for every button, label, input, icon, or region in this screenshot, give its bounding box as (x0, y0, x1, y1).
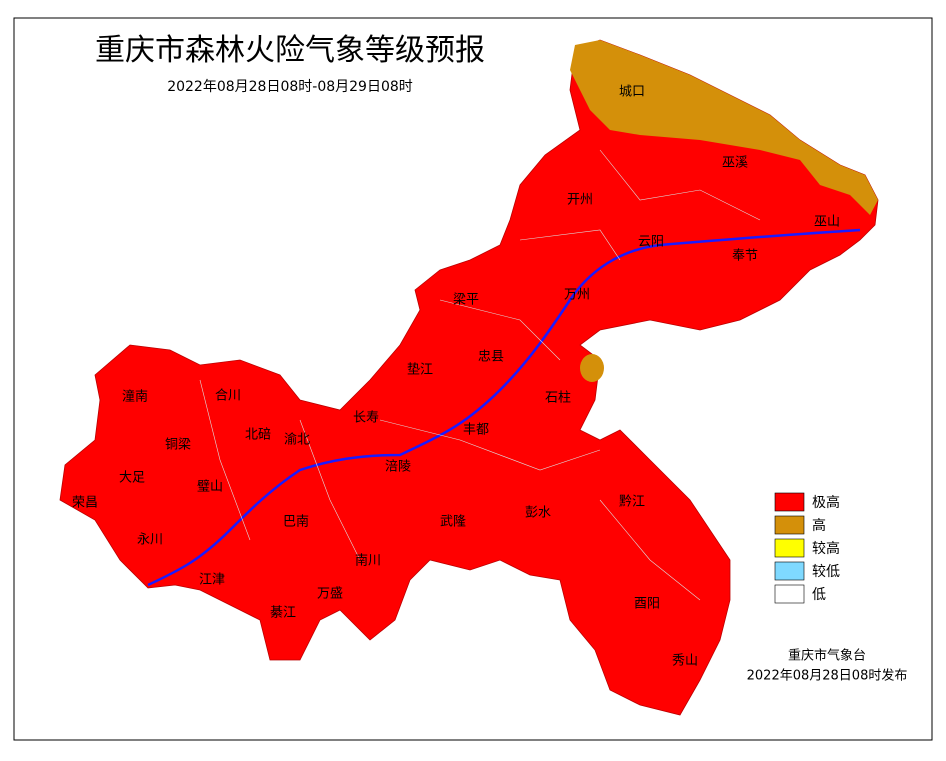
legend-swatch (774, 538, 805, 558)
legend-label: 高 (812, 517, 826, 534)
place-label: 巴南 (283, 514, 309, 530)
place-label: 合川 (215, 389, 241, 404)
place-label: 丰都 (463, 423, 489, 438)
legend-swatch (774, 492, 805, 512)
place-label: 綦江 (270, 606, 296, 621)
place-label: 南川 (355, 553, 381, 569)
place-label: 忠县 (478, 350, 504, 365)
place-label: 北碚 (245, 428, 271, 443)
place-label: 奉节 (732, 249, 758, 264)
place-label: 秀山 (672, 654, 698, 669)
place-label: 黔江 (619, 495, 645, 510)
legend-swatch (774, 561, 805, 581)
place-label: 永川 (137, 533, 163, 548)
place-label: 酉阳 (634, 597, 660, 612)
place-label: 江津 (199, 573, 225, 588)
place-label: 城口 (619, 85, 645, 100)
legend-label: 极高 (812, 494, 840, 511)
place-label: 荣昌 (72, 496, 98, 511)
legend-swatch (774, 584, 805, 604)
issuer: 重庆市气象台 (788, 648, 866, 664)
place-label: 云阳 (638, 235, 664, 250)
place-label: 铜梁 (165, 438, 191, 453)
place-label: 梁平 (453, 293, 479, 308)
subtitle: 2022年08月28日08时-08月29日08时 (167, 79, 413, 95)
place-label: 石柱 (545, 391, 571, 406)
place-label: 巫溪 (722, 156, 748, 171)
region-high (570, 40, 878, 215)
place-label: 垫江 (407, 362, 433, 378)
region-high (580, 354, 604, 382)
river (147, 228, 861, 587)
place-label: 大足 (119, 471, 145, 486)
issue-time: 2022年08月28日08时发布 (747, 668, 908, 684)
place-label: 长寿 (353, 411, 379, 426)
legend-swatch (774, 515, 805, 535)
place-label: 彭水 (525, 506, 551, 521)
region-extreme (59, 39, 879, 716)
legend-label: 低 (812, 587, 826, 603)
place-label: 潼南 (122, 389, 148, 405)
place-label: 武隆 (440, 515, 466, 530)
place-label: 万州 (564, 288, 590, 303)
district-borders (199, 149, 761, 601)
place-label: 涪陵 (385, 460, 411, 475)
place-label: 璧山 (197, 479, 223, 495)
place-label: 渝北 (284, 432, 310, 448)
place-label: 万盛 (317, 587, 343, 602)
place-label: 开州 (567, 193, 593, 208)
place-label: 巫山 (814, 215, 840, 230)
legend-label: 较高 (812, 540, 840, 557)
legend-label: 较低 (812, 564, 840, 580)
title: 重庆市森林火险气象等级预报 (95, 33, 485, 68)
